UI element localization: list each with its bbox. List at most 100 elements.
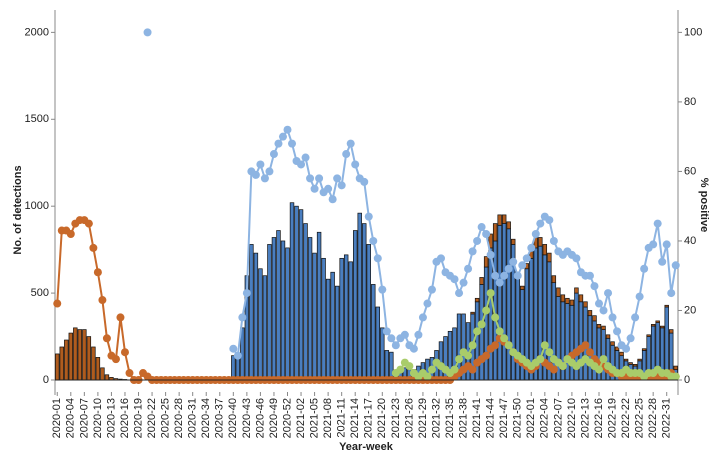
x-tick-label: 2020-28 xyxy=(173,398,185,438)
bar xyxy=(623,358,629,362)
bar xyxy=(583,306,588,381)
bar xyxy=(483,266,489,381)
bar xyxy=(547,252,552,263)
x-tick-label: 2020-07 xyxy=(78,398,90,438)
y-tick-label: 1500 xyxy=(25,113,49,125)
y2-tick-label: 0 xyxy=(684,374,690,386)
bar xyxy=(343,254,349,381)
x-tick-label: 2022-28 xyxy=(647,398,659,438)
x-tick-label: 2021-32 xyxy=(430,398,442,438)
x-tick-label: 2021-08 xyxy=(322,398,334,438)
x-tick-label: 2022-04 xyxy=(539,398,551,438)
bar xyxy=(596,327,602,381)
bar xyxy=(307,237,313,381)
x-tick-label: 2021-14 xyxy=(349,398,361,438)
x-tick-label: 2022-10 xyxy=(566,398,578,438)
bar xyxy=(637,358,642,362)
x-tick-label: 2021-11 xyxy=(336,398,348,438)
x-tick-label: 2020-10 xyxy=(92,398,104,438)
bar xyxy=(488,247,493,381)
x-tick-label: 2022-01 xyxy=(525,398,537,438)
bar xyxy=(384,350,390,381)
bar xyxy=(587,310,593,317)
x-tick-label: 2020-52 xyxy=(281,398,293,438)
x-tick-label: 2021-47 xyxy=(498,398,510,438)
bar xyxy=(474,301,480,381)
y2-tick-label: 80 xyxy=(684,96,696,108)
bar xyxy=(583,301,588,308)
bar xyxy=(289,202,295,381)
bar xyxy=(389,351,394,381)
bar xyxy=(538,237,543,247)
bar xyxy=(73,327,78,381)
x-tick-label: 2021-26 xyxy=(403,398,415,438)
bar xyxy=(312,252,317,381)
x-tick-label: 2022-07 xyxy=(552,398,564,438)
x-tick-label: 2020-49 xyxy=(268,398,280,438)
x-tick-label: 2020-04 xyxy=(65,398,77,438)
bar xyxy=(452,327,457,381)
bar xyxy=(587,315,593,381)
bar xyxy=(294,205,299,381)
bar xyxy=(375,306,380,381)
x-tick-label: 2020-16 xyxy=(119,398,131,438)
bar xyxy=(551,275,557,284)
bar xyxy=(565,303,570,381)
bar xyxy=(506,221,511,230)
bar xyxy=(366,244,371,381)
bar xyxy=(655,320,660,323)
bar xyxy=(474,297,480,303)
bar xyxy=(285,247,290,381)
x-tick-label: 2021-50 xyxy=(512,398,524,438)
bar xyxy=(632,364,638,367)
bar xyxy=(325,278,331,381)
x-tick-label: 2020-19 xyxy=(132,398,144,438)
bar xyxy=(501,223,507,381)
x-tick-label: 2020-01 xyxy=(51,398,63,438)
bar xyxy=(506,228,511,381)
bar xyxy=(614,350,620,381)
bar xyxy=(280,240,286,381)
bar xyxy=(402,367,408,381)
bar xyxy=(511,238,516,245)
bar xyxy=(100,367,105,381)
bar xyxy=(641,348,647,351)
bar xyxy=(560,301,566,381)
bar xyxy=(574,287,579,294)
bar xyxy=(520,289,525,381)
x-tick-label: 2022-31 xyxy=(661,398,673,438)
bar xyxy=(547,261,552,381)
x-tick-label: 2022-16 xyxy=(593,398,605,438)
bar xyxy=(95,357,101,381)
x-tick-label: 2020-40 xyxy=(227,398,239,438)
bar xyxy=(556,287,561,297)
bar xyxy=(497,214,502,226)
bar xyxy=(601,329,606,381)
bar xyxy=(610,344,615,381)
bar xyxy=(91,346,96,381)
y-axis-title: No. of detections xyxy=(12,165,24,254)
bar xyxy=(556,296,561,381)
x-tick-label: 2020-13 xyxy=(105,398,117,438)
bar xyxy=(497,224,502,381)
bar xyxy=(501,214,507,224)
bar xyxy=(253,252,259,381)
bar xyxy=(339,257,344,381)
bar xyxy=(55,353,60,381)
bar xyxy=(249,244,254,381)
x-tick-label: 2021-05 xyxy=(308,398,320,438)
bar xyxy=(330,271,335,381)
bar xyxy=(68,332,74,381)
bar xyxy=(650,324,656,327)
y2-tick-label: 40 xyxy=(684,235,696,247)
bar xyxy=(470,311,475,315)
x-tick-label: 2020-43 xyxy=(241,398,253,438)
y-tick-label: 1000 xyxy=(25,200,49,212)
x-tick-label: 2020-31 xyxy=(187,398,199,438)
bar xyxy=(357,212,362,381)
bar xyxy=(596,324,602,329)
y2-tick-label: 20 xyxy=(684,304,696,316)
bar xyxy=(614,346,620,351)
y2-tick-label: 60 xyxy=(684,165,696,177)
